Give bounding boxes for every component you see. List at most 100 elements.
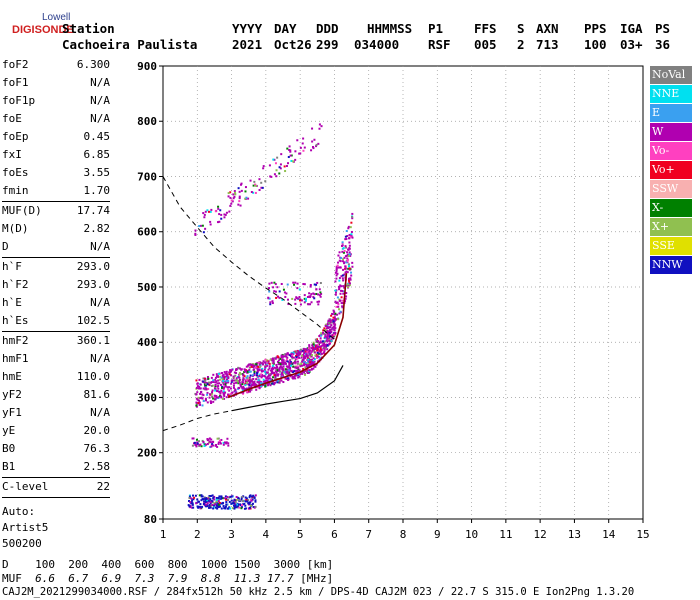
echo-point — [244, 496, 247, 499]
echo-point — [294, 150, 297, 153]
echo-point — [264, 375, 267, 378]
echo-point — [268, 164, 271, 167]
echo-point — [200, 396, 203, 399]
echo-point — [267, 384, 270, 387]
echo-point — [249, 494, 252, 497]
echo-point — [269, 369, 272, 372]
ionogram-parameter-panel: foF2 6.300 foF1 N/A foF1p N/A foE N/A foEp 0.45 fx… — [2, 56, 110, 552]
echo-point — [201, 393, 204, 396]
echo-point — [319, 347, 322, 350]
echo-point — [282, 368, 285, 371]
dashed-curve — [162, 410, 232, 432]
echo-point — [230, 495, 233, 498]
echo-point — [271, 371, 274, 374]
echo-point — [330, 328, 333, 331]
echo-point — [297, 368, 300, 371]
echo-point — [226, 507, 229, 510]
echo-point — [213, 395, 216, 398]
echo-point — [278, 166, 281, 169]
echo-point — [195, 387, 198, 390]
echo-point — [301, 360, 304, 363]
echo-point — [344, 267, 347, 270]
echo-point — [308, 349, 311, 352]
echo-point — [287, 156, 290, 159]
echo-point — [215, 375, 218, 378]
echo-point — [286, 356, 289, 359]
echo-point — [287, 369, 290, 372]
param-value: 2.82 — [83, 222, 111, 235]
param-value: 20.0 — [83, 424, 111, 437]
echo-point — [303, 362, 306, 365]
header-row2-cell: 36 — [655, 37, 671, 52]
echo-point — [201, 439, 204, 442]
echo-point — [286, 360, 289, 363]
echo-point — [329, 341, 332, 344]
echo-point — [262, 380, 265, 383]
echo-point — [258, 381, 261, 384]
param-value: 6.85 — [83, 148, 111, 161]
echo-point — [206, 209, 209, 212]
echo-point — [234, 504, 237, 507]
echo-point — [203, 496, 206, 499]
echo-point — [208, 500, 211, 503]
echo-point — [299, 146, 302, 149]
echo-point — [252, 383, 255, 386]
echo-point — [249, 370, 252, 373]
echo-point — [313, 293, 316, 296]
echo-point — [289, 375, 292, 378]
echo-point — [234, 193, 237, 196]
echo-point — [296, 287, 299, 290]
echo-point — [256, 381, 259, 384]
echo-point — [283, 370, 286, 373]
echo-point — [312, 362, 315, 365]
echo-point — [307, 351, 310, 354]
echo-point — [313, 365, 316, 368]
param-row: foF1 N/A — [2, 74, 110, 92]
echo-point — [342, 258, 345, 261]
echo-point — [252, 505, 255, 508]
echo-point — [306, 357, 309, 360]
echo-point — [268, 362, 271, 365]
echo-point — [226, 374, 229, 377]
echo-point — [328, 339, 331, 342]
echo-point — [220, 389, 223, 392]
echo-point — [234, 191, 237, 194]
param-label: MUF(D) — [2, 204, 42, 217]
echo-point — [254, 184, 257, 187]
echo-point — [210, 376, 213, 379]
echo-point — [200, 445, 203, 448]
echo-point — [238, 200, 241, 203]
echo-point — [315, 347, 318, 350]
echo-point — [227, 388, 230, 391]
echo-point — [188, 495, 191, 498]
echo-point — [334, 300, 337, 303]
echo-point — [202, 440, 205, 443]
echo-point — [310, 368, 313, 371]
echo-point — [202, 399, 205, 402]
echo-point — [285, 355, 288, 358]
echo-point — [205, 388, 208, 391]
echo-point — [211, 501, 214, 504]
echo-point — [209, 446, 212, 449]
echo-point — [216, 390, 219, 393]
echo-point — [245, 378, 248, 381]
y-tick-label: 900 — [137, 60, 157, 73]
echo-point — [252, 377, 255, 380]
echo-point — [308, 364, 311, 367]
echo-point — [326, 344, 329, 347]
echo-point — [326, 331, 329, 334]
echo-point — [308, 370, 311, 373]
echo-point — [345, 292, 348, 295]
echo-point — [217, 205, 220, 208]
echo-point — [239, 385, 242, 388]
echo-point — [262, 363, 265, 366]
echo-point — [233, 507, 236, 510]
echo-point — [192, 498, 195, 501]
echo-point — [303, 352, 306, 355]
echo-point — [222, 373, 225, 376]
echo-point — [302, 364, 305, 367]
muf-value: 11.3 — [233, 572, 261, 585]
echo-point — [245, 497, 248, 500]
echo-point — [206, 401, 209, 404]
echo-point — [223, 497, 226, 500]
